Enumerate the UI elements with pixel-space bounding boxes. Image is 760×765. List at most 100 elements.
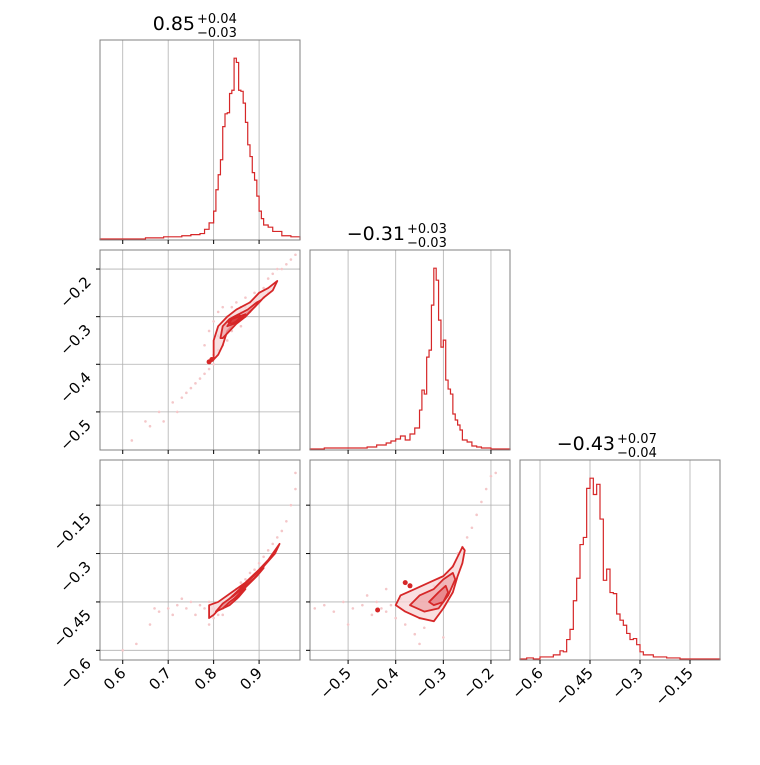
panel-content xyxy=(100,250,300,450)
scatter-point xyxy=(480,500,483,504)
panel-content xyxy=(310,460,510,660)
scatter-point xyxy=(221,613,225,617)
scatter-point xyxy=(422,626,426,630)
scatter-point xyxy=(189,386,193,390)
scatter-point xyxy=(384,610,388,613)
scatter-point xyxy=(144,420,147,423)
scatter-point xyxy=(271,542,275,546)
tick-label: 0.8 xyxy=(191,664,221,694)
frame-hist-z xyxy=(519,459,721,661)
scatter-point xyxy=(257,561,261,565)
scatter-point xyxy=(135,642,138,646)
scatter-point xyxy=(203,607,206,610)
scatter-point xyxy=(289,503,293,507)
scatter-point xyxy=(171,401,175,404)
contour-island xyxy=(209,357,215,363)
scatter-point xyxy=(346,623,350,626)
scatter-point xyxy=(470,526,474,530)
scatter-point xyxy=(157,410,161,414)
density-contour xyxy=(212,280,279,361)
scatter-point xyxy=(271,272,275,276)
panel-hist-x: 0.85 +0.04 −0.03 xyxy=(99,12,301,241)
tick-label: −0.6 xyxy=(508,664,546,702)
scatter-point xyxy=(212,320,215,323)
scatter-point xyxy=(285,262,288,266)
scatter-point xyxy=(413,632,417,636)
scatter-point xyxy=(212,362,215,366)
title-x-value: 0.85 xyxy=(153,13,195,35)
scatter-point xyxy=(380,607,383,610)
tick-label: −0.4 xyxy=(364,664,402,702)
scatter-point xyxy=(189,600,193,604)
scatter-point xyxy=(262,286,265,290)
scatter-point xyxy=(262,555,265,559)
title-z-upper: +0.07 xyxy=(617,432,657,447)
scatter-point xyxy=(203,372,206,376)
scatter-point xyxy=(475,513,478,517)
scatter-point xyxy=(266,277,270,280)
scatter-point xyxy=(194,382,197,385)
scatter-point xyxy=(489,474,493,478)
tick-label: −0.15 xyxy=(50,509,95,554)
tick-label: 0.7 xyxy=(145,664,175,694)
scatter-point xyxy=(322,603,326,607)
scatter-point xyxy=(207,623,211,626)
scatter-point xyxy=(266,549,270,552)
scatter-point xyxy=(275,536,279,539)
scatter-point xyxy=(365,594,369,597)
scatter-point xyxy=(130,439,134,442)
tick-label: −0.2 xyxy=(56,273,94,311)
density-contour xyxy=(215,567,265,613)
scatter-point xyxy=(148,424,152,428)
tick-label: 0.9 xyxy=(236,664,266,694)
scatter-point xyxy=(239,324,243,328)
scatter-point xyxy=(294,471,297,475)
scatter-point xyxy=(418,642,421,646)
scatter-point xyxy=(239,581,243,584)
scatter-point xyxy=(465,536,469,539)
scatter-point xyxy=(207,329,211,333)
scatter-point xyxy=(342,600,345,604)
scatter-point xyxy=(289,258,293,261)
title-z-value: −0.43 xyxy=(557,433,615,455)
scatter-point xyxy=(253,291,256,295)
scatter-point xyxy=(162,420,165,423)
hist-y-step xyxy=(309,267,511,450)
scatter-point xyxy=(194,613,197,617)
scatter-point xyxy=(212,616,215,620)
grid-hist-y xyxy=(347,250,492,450)
scatter-point xyxy=(351,607,355,610)
scatter-point xyxy=(171,613,175,617)
scatter-point xyxy=(370,613,374,617)
title-x-lower: −0.03 xyxy=(197,26,237,41)
tick-label: −0.3 xyxy=(56,321,94,359)
scatter-point xyxy=(275,267,279,271)
frame-hist-y xyxy=(309,249,511,451)
frame-hist-x xyxy=(99,39,301,241)
scatter-point xyxy=(394,616,398,620)
scatter-point xyxy=(216,613,220,617)
contour-island xyxy=(375,607,381,613)
scatter-point xyxy=(332,610,336,613)
tick-label: −0.4 xyxy=(56,368,94,406)
tick-label: −0.15 xyxy=(652,664,697,709)
scatter-point xyxy=(294,487,297,491)
tick-label: −0.3 xyxy=(608,664,646,702)
scatter-point xyxy=(280,267,284,271)
scatter-point xyxy=(442,636,445,639)
hist-z-step xyxy=(519,477,721,660)
scatter-point xyxy=(166,607,170,610)
scatter-point xyxy=(175,410,179,414)
scatter-point xyxy=(225,339,229,342)
scatter-point xyxy=(180,396,184,399)
panel-content xyxy=(100,460,300,660)
scatter-point xyxy=(248,571,252,575)
title-y-lower: −0.03 xyxy=(407,236,447,251)
title-x-upper: +0.04 xyxy=(197,12,237,27)
scatter-point xyxy=(494,471,498,475)
scatter-point xyxy=(180,597,184,601)
scatter-point xyxy=(153,607,156,610)
tick-label: 0.6 xyxy=(100,664,130,694)
scatter-point xyxy=(230,305,234,309)
tick-label: −0.5 xyxy=(56,416,94,454)
